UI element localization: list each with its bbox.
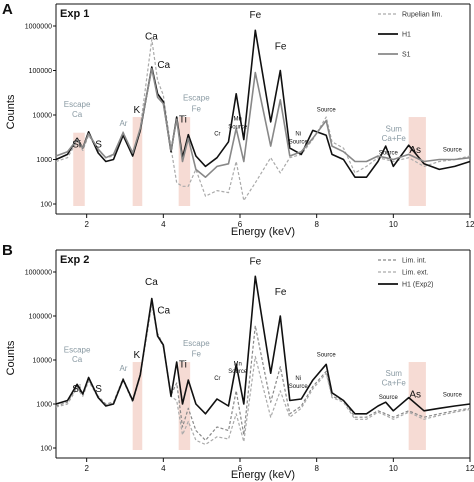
peak-annotation: Source [289,139,309,145]
x-tick-label: 8 [314,464,319,473]
highlight-band [408,117,426,206]
peak-annotation: Ti [179,359,187,370]
y-tick-label: 1000000 [25,270,52,277]
peak-annotation: Ca [145,277,158,288]
panel-letter: A [2,1,13,18]
peak-annotation: Source [379,395,399,401]
peak-annotation: Sum [385,124,402,133]
y-axis-label: Counts [5,340,17,375]
peak-annotation: K [134,350,141,361]
peak-annotation: K [134,105,141,116]
peak-annotation: Fe [249,10,261,21]
peak-annotation: Fe [275,287,287,298]
peak-annotation: Ca+Fe [382,134,407,143]
panel-letter: B [2,242,13,259]
peak-annotation: Si [72,384,81,395]
legend-label: Lim. ext. [402,270,429,277]
y-tick-label: 10000 [33,113,53,120]
x-tick-label: 8 [314,220,319,229]
peak-annotation: Source [228,369,248,375]
peak-annotation: Ca [72,110,83,119]
x-tick-label: 6 [238,220,243,229]
peak-annotation: Ni [295,376,301,382]
x-tick-label: 12 [466,464,474,473]
highlight-band [178,117,191,206]
y-tick-label: 10000 [33,358,53,365]
series-line-h1-exp2- [55,275,471,415]
x-tick-label: 2 [84,220,89,229]
peak-annotation: Fe [192,104,202,113]
peak-annotation: Ca [145,31,158,42]
peak-annotation: Mn [234,117,242,123]
panel-a: 2 4 6 8 10 12 100 1000 10000 100000 1000000 Energy … [2,1,474,238]
peak-annotation: Escape [64,345,91,354]
peak-annotation: Source [443,148,463,154]
legend-label: H1 (Exp2) [402,282,434,289]
x-tick-label: 4 [161,220,166,229]
x-tick-label: 10 [389,220,398,229]
peak-annotation: Escape [64,100,91,109]
peak-annotation: Cr [214,131,220,137]
peak-annotation: As [409,390,421,401]
y-tick-label: 100000 [29,68,52,75]
peak-annotation: Source [228,124,248,130]
peak-annotation: Ca+Fe [382,379,407,388]
y-tick-label: 1000 [36,157,52,164]
peak-annotation: Fe [192,350,202,359]
x-tick-label: 6 [238,464,243,473]
y-tick-label: 1000 [36,402,52,409]
peak-annotation: Escape [183,339,210,348]
peak-annotation: Mn [234,361,242,367]
series-line-rupelian-lim- [55,38,471,202]
y-tick-label: 1000000 [25,24,52,31]
peak-annotation: Fe [275,41,287,52]
peak-annotation: S [95,384,102,395]
x-axis-label: Energy (keV) [231,226,295,238]
panel-b: 2 4 6 8 10 12 100 1000 10000 100000 1000000 Energy … [2,242,474,481]
highlight-band [132,117,143,206]
highlight-band [73,132,85,206]
peak-annotation: Ni [295,131,301,137]
y-tick-label: 100 [40,446,52,453]
peak-annotation: Ca [157,60,170,71]
peak-annotation: Sum [385,369,402,378]
peak-annotation: Escape [183,94,210,103]
peak-annotation: Fe [249,256,261,267]
peak-annotation: Source [379,150,399,156]
peak-annotation: Source [443,392,463,398]
y-tick-label: 100 [40,202,52,209]
legend-label: Lim. int. [402,258,427,265]
legend-label: S1 [402,52,411,59]
x-tick-label: 12 [466,220,474,229]
peak-annotation: Source [317,107,337,113]
peak-annotation: Cr [214,376,220,382]
x-tick-label: 10 [389,464,398,473]
y-axis-label: Counts [5,94,17,129]
x-tick-label: 4 [161,464,166,473]
peak-annotation: S [95,140,102,151]
legend-label: Rupelian lim. [402,12,443,19]
x-tick-label: 2 [84,464,89,473]
panel-title: Exp 2 [60,254,89,266]
panel-title: Exp 1 [60,8,89,20]
peak-annotation: As [409,145,421,156]
peak-annotation: Source [289,384,309,390]
y-tick-label: 100000 [29,314,52,321]
highlight-band [132,362,143,450]
legend-label: H1 [402,32,411,39]
series-line-h1 [55,29,471,178]
peak-annotation: Ar [119,364,127,373]
peak-annotation: Ar [119,119,127,128]
peak-annotation: Ca [157,305,170,316]
x-axis-label: Energy (keV) [231,469,295,481]
series-line-s1 [55,67,471,178]
peak-annotation: Ti [179,114,187,125]
peak-annotation: Source [317,353,337,359]
highlight-band [178,362,191,450]
peak-annotation: Ca [72,355,83,364]
peak-annotation: Si [72,140,81,151]
